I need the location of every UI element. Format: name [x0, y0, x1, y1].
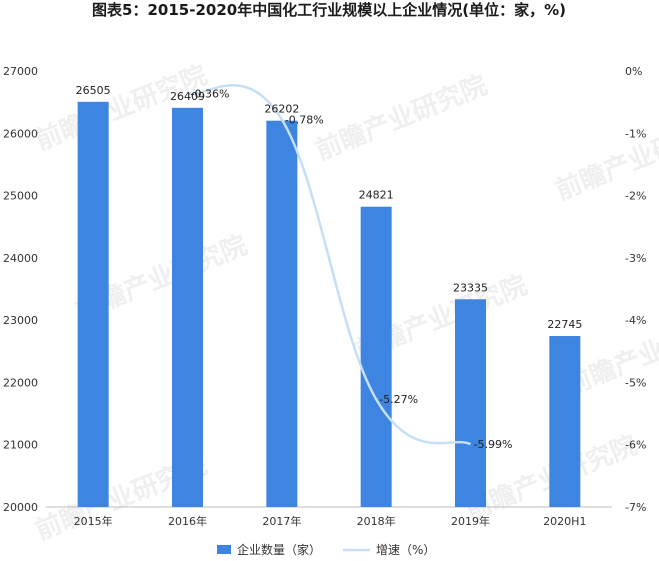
y-left-tick-label: 22000	[3, 376, 38, 389]
line-value-label: -5.99%	[474, 438, 513, 451]
y-left-tick-label: 26000	[3, 127, 38, 140]
x-tick-label: 2017年	[262, 514, 301, 528]
y-left-tick-label: 25000	[3, 190, 38, 203]
line-value-label: -5.27%	[379, 393, 418, 406]
right-axis-ticks: 0% -1% -2% -3% -4% -5% -6% -7%	[625, 65, 646, 514]
line-value-label: -0.36%	[191, 87, 230, 100]
line-series	[187, 84, 472, 446]
bar	[172, 107, 203, 508]
x-axis-ticks: 2015年 2016年 2017年 2018年 2019年 2020H1	[74, 514, 587, 528]
bar	[360, 206, 392, 507]
bar-value-label: 26409	[170, 90, 205, 103]
legend-label-bar: 企业数量（家）	[237, 542, 321, 557]
y-left-tick-label: 23000	[3, 314, 38, 327]
bar-value-label: 26202	[264, 103, 299, 116]
watermark-text: 前瞻产业研究院	[311, 70, 491, 167]
bar-value-label: 26505	[76, 84, 111, 97]
legend: 企业数量（家） 增速（%）	[217, 542, 435, 557]
bar	[266, 120, 298, 507]
y-right-tick-label: -3%	[625, 252, 646, 265]
bar-value-label: 22745	[547, 318, 582, 331]
y-left-tick-label: 24000	[3, 252, 38, 265]
bar-value-label: 23335	[453, 281, 488, 294]
bar-value-label: 24821	[359, 189, 394, 202]
legend-label-line: 增速（%）	[376, 543, 435, 557]
bar-series	[77, 101, 581, 508]
y-right-tick-label: -7%	[625, 501, 646, 514]
data-labels: 26505 26409 26202 24821 23335 22745 -0.36% -0.7…	[76, 84, 583, 451]
bar	[455, 299, 486, 507]
x-tick-label: 2015年	[74, 514, 113, 528]
x-tick-label: 2018年	[357, 514, 396, 528]
x-tick-label: 2020H1	[543, 515, 586, 528]
y-right-tick-label: -4%	[625, 314, 646, 327]
x-tick-label: 2016年	[168, 514, 207, 528]
growth-line	[187, 84, 472, 446]
y-left-tick-label: 21000	[3, 439, 38, 452]
legend-swatch-bar	[217, 545, 231, 554]
y-right-tick-label: -5%	[625, 376, 646, 389]
y-right-tick-label: -2%	[625, 190, 646, 203]
y-left-tick-label: 20000	[3, 501, 38, 514]
y-right-tick-label: -6%	[625, 439, 646, 452]
y-left-tick-label: 27000	[3, 65, 38, 78]
bar	[549, 336, 581, 507]
x-tick-label: 2019年	[451, 514, 490, 528]
left-axis-ticks: 20000 21000 22000 23000 24000 25000 26000 27000	[3, 65, 38, 514]
bar	[77, 101, 109, 508]
chart-title: 图表5：2015-2020年中国化工行业规模以上企业情况(单位：家，%)	[92, 1, 566, 19]
y-right-tick-label: -1%	[625, 127, 646, 140]
line-value-label: -0.78%	[285, 114, 324, 127]
y-right-tick-label: 0%	[625, 65, 642, 78]
